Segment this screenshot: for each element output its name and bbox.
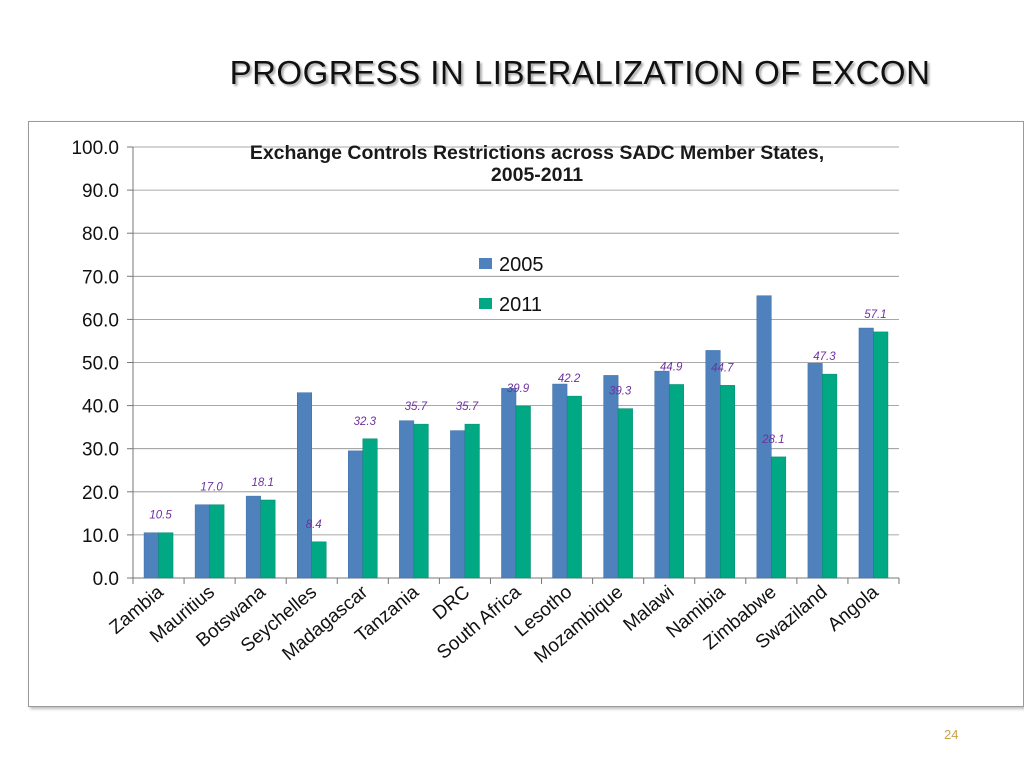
- y-tick-label: 90.0: [82, 181, 119, 202]
- data-label: 8.4: [306, 519, 322, 531]
- bar-2011: [873, 331, 889, 579]
- bar-2005: [143, 532, 159, 579]
- legend-swatch: [479, 258, 492, 269]
- bar-2011: [464, 423, 480, 579]
- bar-2011: [617, 408, 633, 579]
- page-number: 24: [944, 727, 959, 742]
- data-label: 44.7: [711, 362, 734, 374]
- bar-2005: [348, 450, 364, 579]
- y-tick-label: 40.0: [82, 397, 119, 418]
- bar-2011: [158, 532, 174, 579]
- bar-chart: 0.0 10.0 20.0 30.0 40.0 50.0 60.0 70.0 80.0 90.0 1…: [71, 138, 900, 668]
- data-label: 32.3: [354, 416, 377, 428]
- data-label: 47.3: [813, 351, 836, 363]
- bar-2005: [858, 327, 874, 579]
- bar-2011: [822, 373, 838, 579]
- chart-frame: 0.0 10.0 20.0 30.0 40.0 50.0 60.0 70.0 80.0 90.0 1…: [28, 121, 1024, 707]
- data-label: 44.9: [660, 361, 683, 373]
- bar-2011: [668, 384, 684, 579]
- bar-2005: [807, 363, 823, 579]
- y-tick-label: 10.0: [82, 526, 119, 547]
- y-tick-label: 50.0: [82, 354, 119, 375]
- bar-2005: [245, 495, 261, 579]
- slide-title: PROGRESS IN LIBERALIZATION OF EXCON: [229, 54, 931, 91]
- data-label: 18.1: [251, 477, 273, 489]
- data-label: 35.7: [456, 401, 479, 413]
- bar-2005: [552, 383, 568, 579]
- y-tick-label: 60.0: [82, 310, 119, 331]
- chart-title: 2005-2011: [491, 164, 583, 186]
- bar-2011: [413, 423, 429, 579]
- data-label: 28.1: [761, 434, 784, 446]
- bar-2011: [515, 405, 531, 579]
- bar-2005: [399, 420, 415, 579]
- data-label: 10.5: [149, 510, 172, 522]
- bar-2005: [296, 392, 312, 579]
- y-tick-label: 100.0: [71, 138, 119, 159]
- y-tick-label: 70.0: [82, 267, 119, 288]
- y-tick-label: 80.0: [82, 224, 119, 245]
- bar-2011: [260, 499, 276, 579]
- bar-2011: [720, 385, 736, 579]
- y-tick-label: 0.0: [93, 569, 119, 590]
- data-label: 17.0: [200, 482, 223, 494]
- bar-2011: [209, 504, 225, 579]
- bar-2011: [771, 456, 787, 579]
- bar-2005: [501, 388, 517, 579]
- data-label: 39.3: [609, 386, 632, 398]
- legend-label: 2011: [499, 294, 542, 316]
- data-label: 57.1: [864, 309, 886, 321]
- bar-2011: [362, 438, 378, 579]
- chart-title: Exchange Controls Restrictions across SA…: [250, 142, 824, 164]
- data-label: 42.2: [558, 373, 581, 385]
- bar-2005: [705, 350, 721, 579]
- y-tick-label: 30.0: [82, 440, 119, 461]
- x-tick-label: Angola: [824, 581, 883, 635]
- data-label: 39.9: [507, 383, 530, 395]
- bar-2011: [566, 395, 582, 579]
- bar-2005: [194, 504, 210, 579]
- x-tick-label: Mozambique: [531, 582, 628, 668]
- bar-2005: [603, 375, 619, 579]
- bar-2005: [450, 430, 466, 579]
- legend-label: 2005: [499, 254, 544, 276]
- legend-swatch: [479, 298, 492, 309]
- bar-2011: [311, 541, 327, 579]
- data-label: 35.7: [405, 401, 428, 413]
- bar-2005: [654, 370, 670, 579]
- y-tick-label: 20.0: [82, 483, 119, 504]
- bar-2005: [756, 295, 772, 579]
